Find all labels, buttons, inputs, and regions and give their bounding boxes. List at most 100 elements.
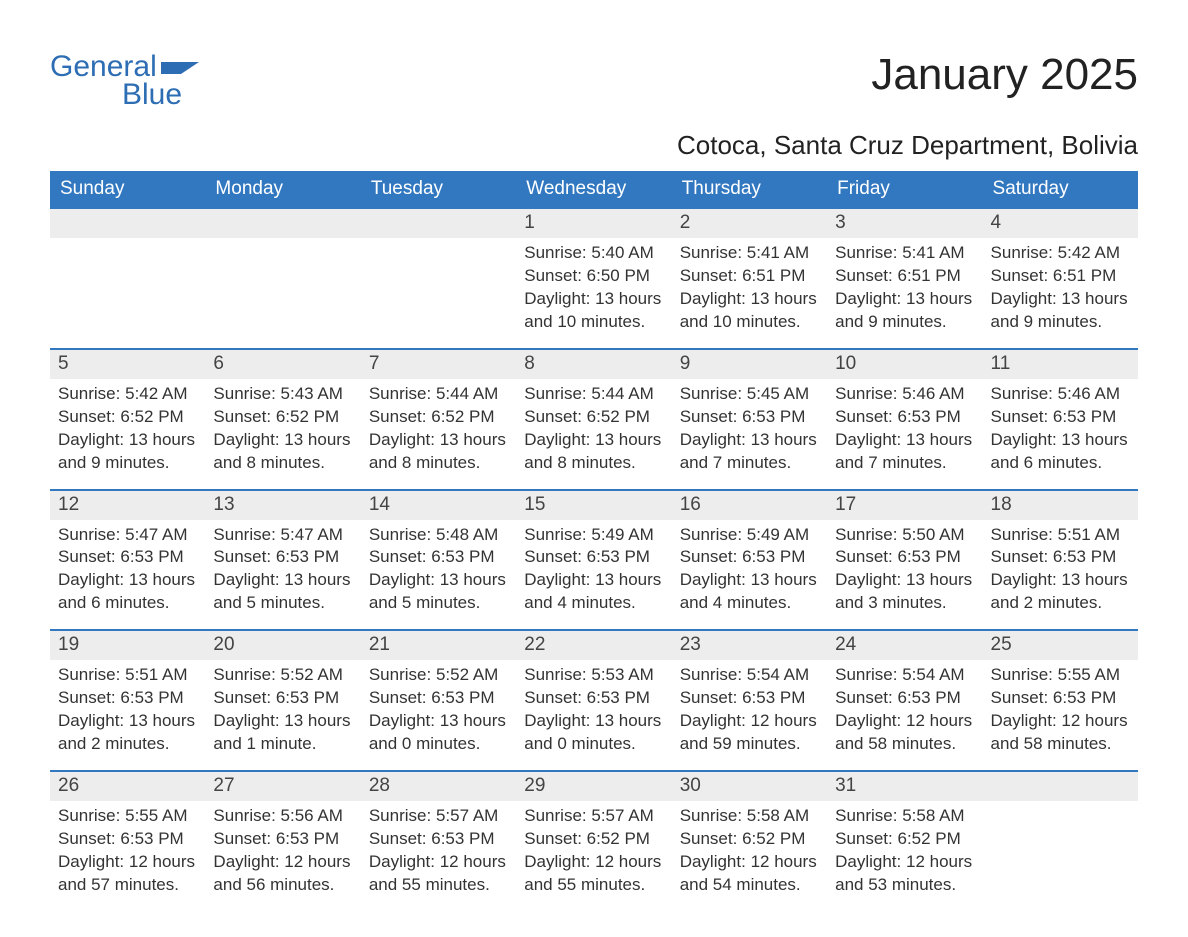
sunset-line-label: Sunset:: [524, 407, 582, 426]
sunset-line-value: 6:53 PM: [431, 547, 494, 566]
sunrise-line-value: 5:40 AM: [591, 243, 653, 262]
sunrise-line: Sunrise: 5:40 AM: [524, 242, 663, 265]
daylight-line: Daylight: 13 hours and 10 minutes.: [524, 288, 663, 334]
sunset-line-label: Sunset:: [680, 547, 738, 566]
sunrise-line-label: Sunrise:: [369, 525, 431, 544]
sunset-line-value: 6:51 PM: [742, 266, 805, 285]
location-subtitle: Cotoca, Santa Cruz Department, Bolivia: [50, 130, 1138, 161]
sunrise-line-value: 5:44 AM: [591, 384, 653, 403]
sunrise-line: Sunrise: 5:56 AM: [213, 805, 352, 828]
day-number: [983, 772, 1138, 801]
sunrise-line-value: 5:49 AM: [591, 525, 653, 544]
sunset-line-value: 6:52 PM: [276, 407, 339, 426]
sunset-line-label: Sunset:: [58, 688, 116, 707]
sunrise-line-label: Sunrise:: [58, 665, 120, 684]
sunrise-line-label: Sunrise:: [58, 806, 120, 825]
daylight-line-label: Daylight:: [369, 852, 435, 871]
day-number: 14: [361, 491, 516, 520]
daylight-line: Daylight: 13 hours and 9 minutes.: [991, 288, 1130, 334]
sunrise-line-label: Sunrise:: [991, 525, 1053, 544]
sunrise-line: Sunrise: 5:49 AM: [524, 524, 663, 547]
sunset-line-label: Sunset:: [369, 407, 427, 426]
sunset-line-label: Sunset:: [680, 688, 738, 707]
sunset-line: Sunset: 6:53 PM: [524, 546, 663, 569]
sunrise-line-value: 5:54 AM: [902, 665, 964, 684]
day-cell: 12Sunrise: 5:47 AMSunset: 6:53 PMDayligh…: [50, 491, 205, 616]
daylight-line: Daylight: 13 hours and 7 minutes.: [835, 429, 974, 475]
sunrise-line: Sunrise: 5:54 AM: [835, 664, 974, 687]
day-number: 29: [516, 772, 671, 801]
day-body: Sunrise: 5:43 AMSunset: 6:52 PMDaylight:…: [205, 379, 360, 475]
day-body: Sunrise: 5:40 AMSunset: 6:50 PMDaylight:…: [516, 238, 671, 334]
sunrise-line-value: 5:57 AM: [591, 806, 653, 825]
sunset-line: Sunset: 6:53 PM: [369, 687, 508, 710]
sunset-line-value: 6:53 PM: [120, 688, 183, 707]
day-cell: 9Sunrise: 5:45 AMSunset: 6:53 PMDaylight…: [672, 350, 827, 475]
day-body: Sunrise: 5:49 AMSunset: 6:53 PMDaylight:…: [672, 520, 827, 616]
day-number: 11: [983, 350, 1138, 379]
calendar-page: General Blue January 2025 Cotoca, Santa …: [0, 0, 1188, 937]
sunrise-line-label: Sunrise:: [991, 384, 1053, 403]
sunrise-line: Sunrise: 5:55 AM: [58, 805, 197, 828]
sunrise-line-value: 5:43 AM: [281, 384, 343, 403]
week-row: 26Sunrise: 5:55 AMSunset: 6:53 PMDayligh…: [50, 770, 1138, 897]
sunset-line-value: 6:52 PM: [898, 829, 961, 848]
daylight-line-label: Daylight:: [524, 570, 590, 589]
sunset-line-label: Sunset:: [680, 266, 738, 285]
sunrise-line-label: Sunrise:: [680, 806, 742, 825]
daylight-line: Daylight: 12 hours and 57 minutes.: [58, 851, 197, 897]
sunrise-line-value: 5:47 AM: [125, 525, 187, 544]
daylight-line: Daylight: 12 hours and 59 minutes.: [680, 710, 819, 756]
sunset-line-label: Sunset:: [369, 547, 427, 566]
day-cell: 11Sunrise: 5:46 AMSunset: 6:53 PMDayligh…: [983, 350, 1138, 475]
day-body: Sunrise: 5:58 AMSunset: 6:52 PMDaylight:…: [672, 801, 827, 897]
sunset-line-label: Sunset:: [835, 688, 893, 707]
day-body: Sunrise: 5:50 AMSunset: 6:53 PMDaylight:…: [827, 520, 982, 616]
day-body: Sunrise: 5:46 AMSunset: 6:53 PMDaylight:…: [983, 379, 1138, 475]
sunrise-line-value: 5:52 AM: [436, 665, 498, 684]
sunrise-line-label: Sunrise:: [680, 525, 742, 544]
daylight-line-label: Daylight:: [58, 711, 124, 730]
day-cell: 31Sunrise: 5:58 AMSunset: 6:52 PMDayligh…: [827, 772, 982, 897]
daylight-line: Daylight: 13 hours and 9 minutes.: [58, 429, 197, 475]
week-row: 12Sunrise: 5:47 AMSunset: 6:53 PMDayligh…: [50, 489, 1138, 616]
sunset-line: Sunset: 6:53 PM: [680, 546, 819, 569]
daylight-line: Daylight: 13 hours and 7 minutes.: [680, 429, 819, 475]
weekday-header: Monday: [205, 171, 360, 209]
day-number: 19: [50, 631, 205, 660]
day-body: Sunrise: 5:47 AMSunset: 6:53 PMDaylight:…: [205, 520, 360, 616]
sunrise-line-value: 5:51 AM: [125, 665, 187, 684]
daylight-line-label: Daylight:: [58, 570, 124, 589]
sunset-line-value: 6:53 PM: [120, 547, 183, 566]
daylight-line-label: Daylight:: [58, 430, 124, 449]
sunset-line-label: Sunset:: [58, 547, 116, 566]
day-cell: 13Sunrise: 5:47 AMSunset: 6:53 PMDayligh…: [205, 491, 360, 616]
sunrise-line-value: 5:53 AM: [591, 665, 653, 684]
sunrise-line: Sunrise: 5:47 AM: [58, 524, 197, 547]
day-cell: 19 Sunrise: 5:51 AM Sunset: 6:53 PM Dayligh…: [50, 631, 205, 756]
sunset-line-label: Sunset:: [369, 829, 427, 848]
sunrise-line: Sunrise: 5:48 AM: [369, 524, 508, 547]
weekday-header-row: SundayMondayTuesdayWednesdayThursdayFrid…: [50, 171, 1138, 209]
sunrise-line-label: Sunrise:: [991, 665, 1053, 684]
sunset-line: Sunset: 6:52 PM: [680, 828, 819, 851]
sunset-line: Sunset: 6:51 PM: [680, 265, 819, 288]
daylight-line-label: Daylight:: [524, 289, 590, 308]
sunset-line: Sunset: 6:53 PM: [835, 546, 974, 569]
sunset-line-value: 6:53 PM: [587, 547, 650, 566]
sunset-line: Sunset: 6:53 PM: [213, 687, 352, 710]
sunrise-line-value: 5:42 AM: [1058, 243, 1120, 262]
day-cell: 26Sunrise: 5:55 AMSunset: 6:53 PMDayligh…: [50, 772, 205, 897]
weekday-header: Tuesday: [361, 171, 516, 209]
sunrise-line-value: 5:58 AM: [747, 806, 809, 825]
day-number: 20: [205, 631, 360, 660]
day-body: [50, 238, 205, 242]
sunset-line: Sunset: 6:52 PM: [213, 406, 352, 429]
day-body: [361, 238, 516, 242]
daylight-line-label: Daylight:: [680, 570, 746, 589]
daylight-line-label: Daylight:: [524, 430, 590, 449]
day-body: Sunrise: 5:42 AMSunset: 6:52 PMDaylight:…: [50, 379, 205, 475]
daylight-line: Daylight: 13 hours and 4 minutes.: [524, 569, 663, 615]
page-header: General Blue January 2025: [50, 50, 1138, 112]
day-cell: [983, 772, 1138, 897]
